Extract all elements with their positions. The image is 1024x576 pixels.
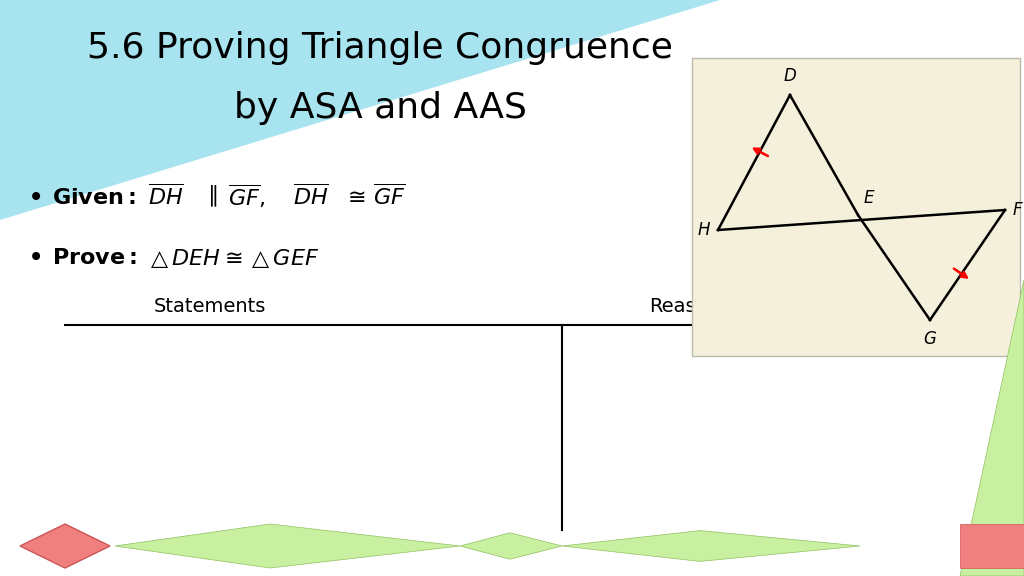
Bar [692, 58, 1020, 356]
Polygon shape [961, 280, 1024, 576]
Polygon shape [0, 0, 720, 220]
Text: 5.6 Proving Triangle Congruence: 5.6 Proving Triangle Congruence [87, 31, 673, 65]
Text: $\cong$: $\cong$ [343, 186, 366, 206]
Polygon shape [460, 533, 562, 559]
Text: Reasons: Reasons [649, 297, 730, 316]
Text: $\mathbf{Given:}$: $\mathbf{Given:}$ [52, 188, 136, 208]
Text: $\parallel$: $\parallel$ [203, 183, 217, 209]
Text: $\triangle DEH \cong \triangle GEF$: $\triangle DEH \cong \triangle GEF$ [146, 247, 319, 270]
Polygon shape [562, 530, 860, 562]
Text: E: E [864, 189, 874, 207]
Text: by ASA and AAS: by ASA and AAS [233, 91, 526, 125]
Text: •: • [28, 184, 44, 212]
Text: G: G [924, 330, 936, 348]
Polygon shape [115, 524, 460, 568]
Text: $\overline{GF},$: $\overline{GF},$ [228, 182, 265, 210]
Text: $\overline{DH}$: $\overline{DH}$ [148, 183, 184, 209]
Text: $\overline{GF}$: $\overline{GF}$ [373, 183, 406, 209]
Polygon shape [20, 524, 110, 568]
Text: $\mathbf{Prove:}$: $\mathbf{Prove:}$ [52, 248, 137, 268]
Text: D: D [783, 67, 797, 85]
Text: H: H [697, 221, 710, 239]
Text: Statements: Statements [154, 297, 266, 316]
Bar [961, 524, 1024, 568]
Text: F: F [1013, 201, 1023, 219]
Text: $\overline{DH}$: $\overline{DH}$ [293, 183, 329, 209]
Text: •: • [28, 244, 44, 272]
